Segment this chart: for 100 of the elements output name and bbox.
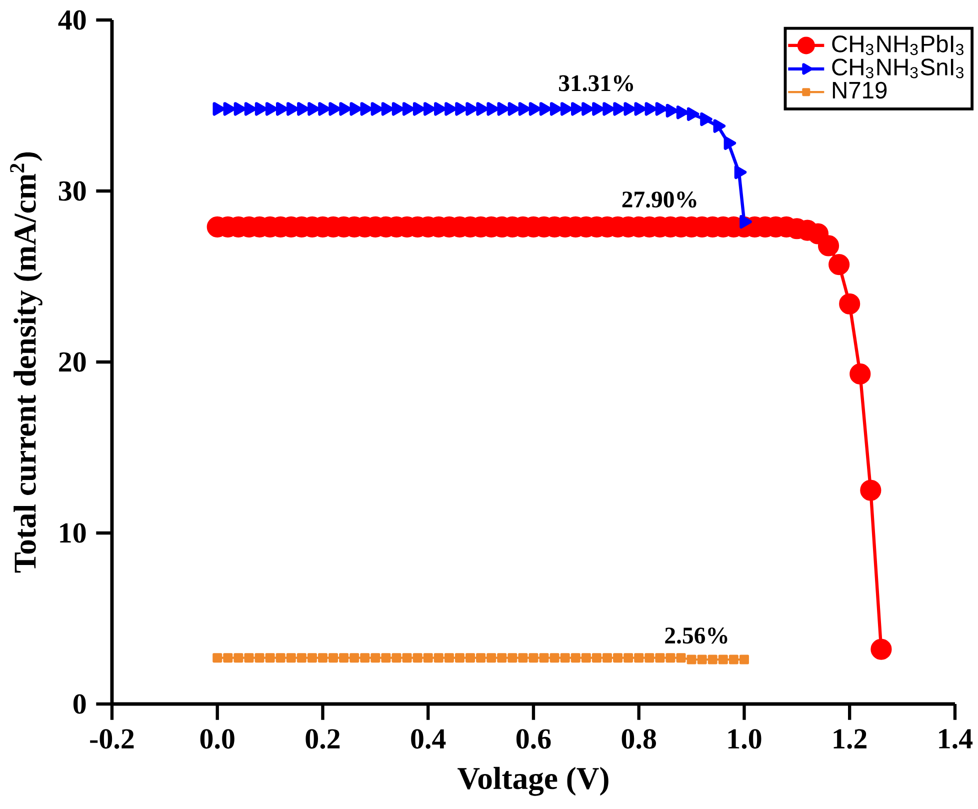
point <box>392 653 402 663</box>
point <box>581 653 591 663</box>
point <box>676 106 689 120</box>
point <box>234 102 246 116</box>
annotation: 27.90% <box>622 191 696 208</box>
point <box>360 102 373 116</box>
point <box>392 102 404 116</box>
point <box>655 102 668 116</box>
point <box>624 102 636 116</box>
point <box>370 102 384 116</box>
y-axis-title: Total current density (mA/cm$^{2}$) <box>10 152 42 573</box>
point <box>402 102 415 116</box>
x-tick-label: 0.2 <box>306 729 340 749</box>
point <box>724 136 736 150</box>
point <box>434 653 444 663</box>
point <box>528 653 538 663</box>
point <box>476 653 486 663</box>
point <box>265 102 278 116</box>
point <box>644 653 654 663</box>
point <box>697 654 707 664</box>
point <box>318 653 328 663</box>
point <box>466 653 475 663</box>
point <box>676 653 686 663</box>
y-tick-label: 40 <box>58 10 86 30</box>
point <box>602 653 612 663</box>
point <box>381 102 394 116</box>
x-tick-label: -0.2 <box>90 729 134 749</box>
point <box>254 102 268 116</box>
point <box>613 102 626 116</box>
point <box>234 653 244 663</box>
point <box>434 102 446 116</box>
point <box>686 654 696 664</box>
point <box>350 102 362 116</box>
point <box>318 102 330 116</box>
point <box>244 102 257 116</box>
point <box>254 653 264 663</box>
point <box>497 653 507 663</box>
y-tick-label: 20 <box>59 352 86 372</box>
point <box>339 653 349 663</box>
point <box>734 165 747 180</box>
point <box>570 653 580 663</box>
point <box>286 102 299 116</box>
point <box>360 653 370 663</box>
point <box>700 112 712 126</box>
legend-label: N719 <box>832 82 887 99</box>
point <box>412 653 422 663</box>
point <box>444 102 457 116</box>
point <box>655 653 665 663</box>
point <box>476 102 488 116</box>
point <box>571 102 584 116</box>
x-tick-label: 1.2 <box>834 729 866 749</box>
legend-label: CH$_{3}$NH$_{3}$SnI$_{3}$ <box>832 58 964 78</box>
point <box>265 653 275 663</box>
point <box>444 653 454 663</box>
x-tick-label: 0.0 <box>200 729 234 749</box>
point <box>644 102 658 116</box>
point <box>212 653 222 663</box>
point <box>602 102 615 116</box>
point <box>508 102 520 116</box>
annotation: 31.31% <box>559 75 634 92</box>
point <box>381 653 391 663</box>
point <box>634 653 644 663</box>
point <box>276 102 288 116</box>
point <box>350 653 360 663</box>
point <box>328 102 341 116</box>
point <box>276 653 286 663</box>
point <box>486 102 499 116</box>
point <box>592 653 602 663</box>
x-tick-label: 0.6 <box>516 729 551 749</box>
point <box>739 654 749 664</box>
point <box>634 102 646 116</box>
point <box>296 653 306 663</box>
point <box>423 102 436 116</box>
point <box>708 654 718 664</box>
x-tick-label: 0.8 <box>622 729 656 749</box>
point <box>518 102 531 116</box>
point <box>466 102 478 116</box>
point <box>223 653 233 663</box>
y-tick-label: 0 <box>73 694 86 714</box>
point <box>286 653 296 663</box>
point <box>560 102 573 116</box>
x-axis-title: Voltage (V) <box>458 766 608 796</box>
point <box>713 119 726 133</box>
point <box>718 654 728 664</box>
point <box>539 102 552 116</box>
legend-label: CH$_{3}$NH$_{3}$PbI$_{3}$ <box>832 34 964 56</box>
point <box>666 653 676 663</box>
point <box>497 102 510 116</box>
point <box>518 653 528 663</box>
point <box>686 107 700 121</box>
point <box>582 102 594 116</box>
point <box>454 653 464 663</box>
point <box>223 102 236 116</box>
point <box>666 104 678 118</box>
point <box>308 102 320 116</box>
point <box>455 102 468 116</box>
point <box>740 214 752 229</box>
y-tick-label: 10 <box>60 523 86 543</box>
point <box>297 102 310 116</box>
point <box>339 102 352 116</box>
